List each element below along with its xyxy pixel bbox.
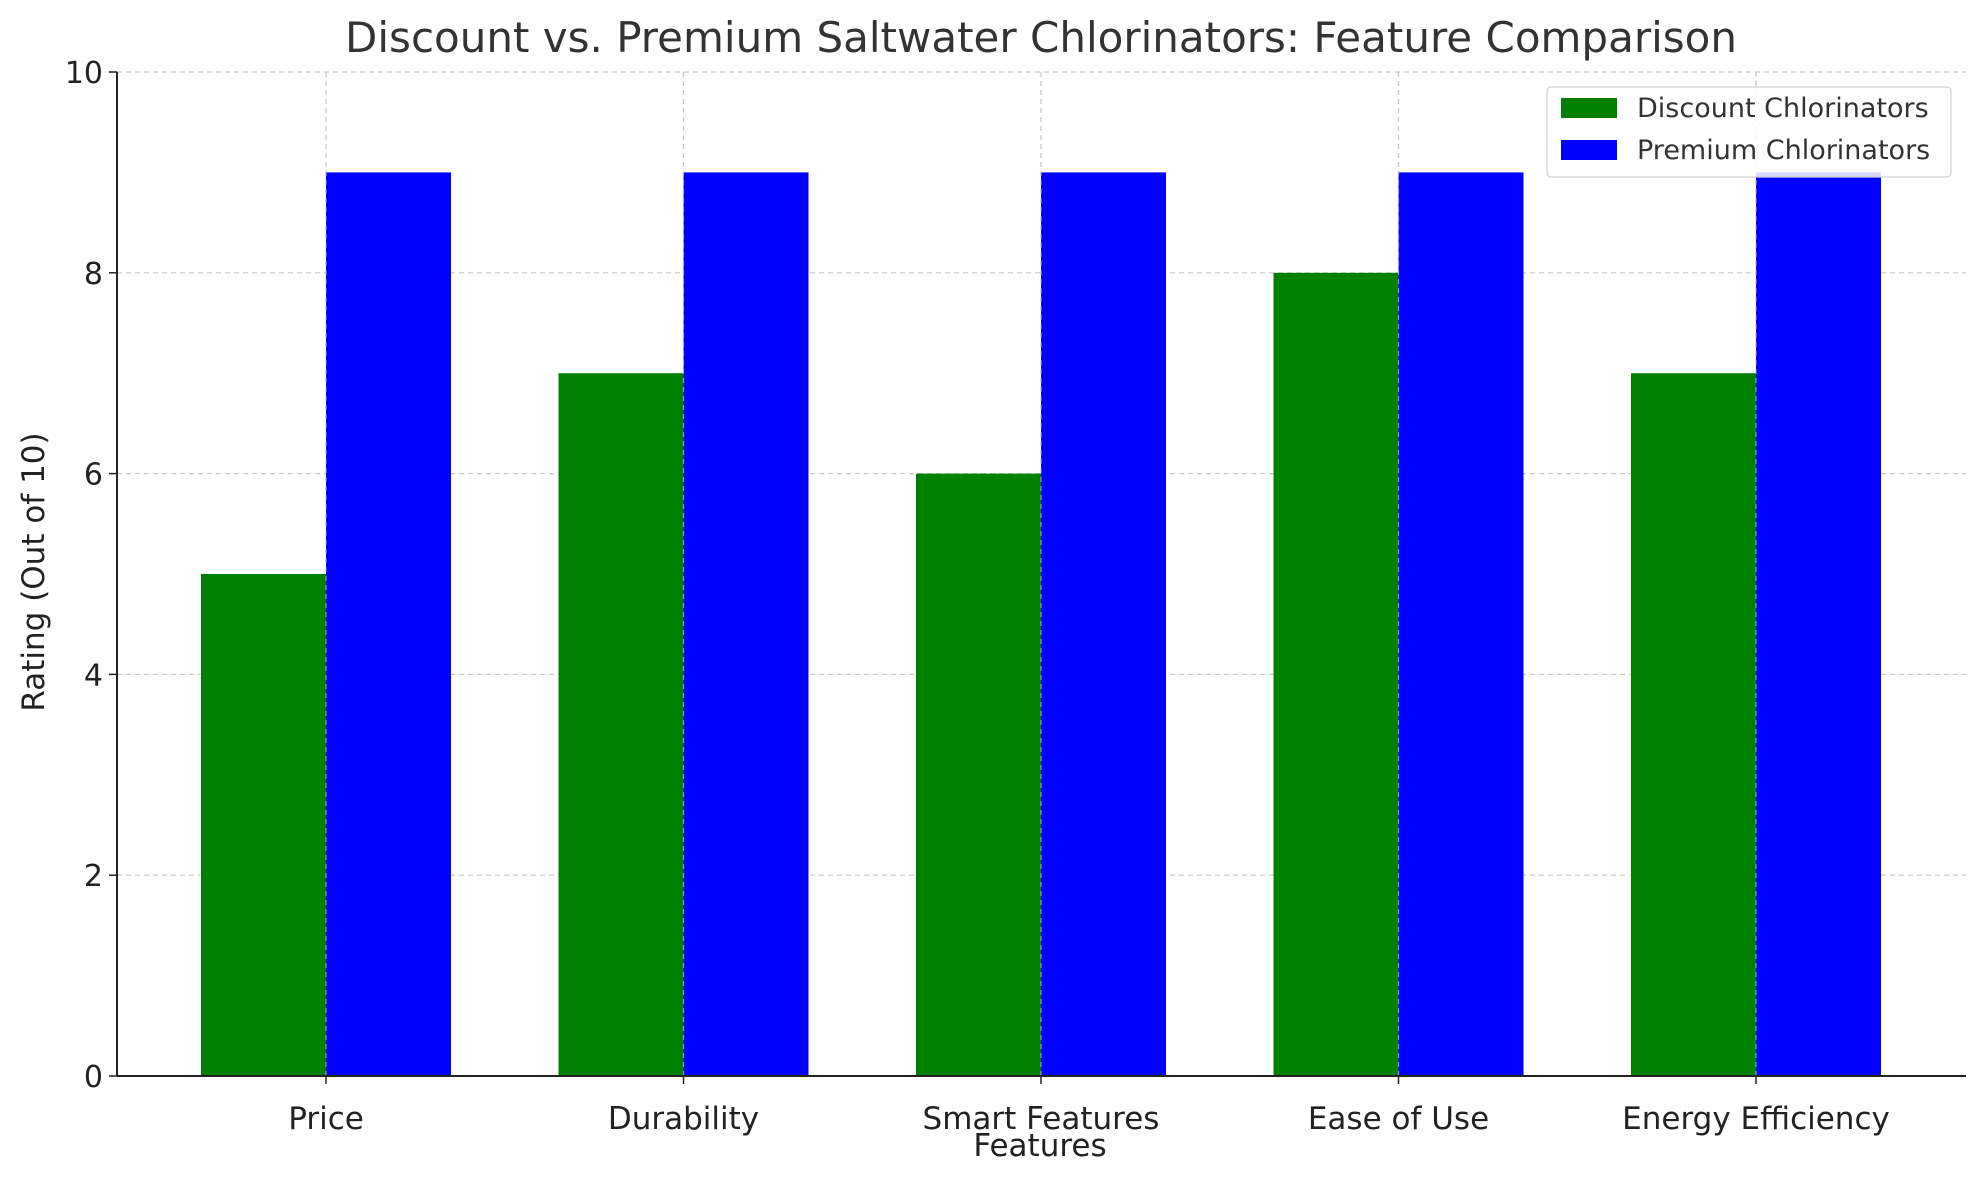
y-tick-label: 10 (65, 56, 103, 91)
bar-premium-2 (1041, 172, 1166, 1076)
bar-discount-3 (1273, 272, 1399, 1076)
legend-label-premium: Premium Chlorinators (1637, 135, 1930, 166)
chart-title: Discount vs. Premium Saltwater Chlorinat… (345, 13, 1737, 62)
y-axis-label: Rating (Out of 10) (16, 432, 52, 711)
legend-label-discount: Discount Chlorinators (1637, 93, 1929, 124)
bar-discount-2 (916, 473, 1041, 1077)
x-tick-label: Smart Features (923, 1101, 1160, 1137)
bar-discount-1 (558, 373, 684, 1076)
y-tick-label: 2 (84, 859, 103, 894)
axes (109, 71, 1966, 1084)
x-axis-label: Features (973, 1128, 1106, 1164)
x-tick-label: Durability (608, 1101, 759, 1137)
x-tick-label: Ease of Use (1308, 1101, 1489, 1137)
x-tick-label: Energy Efficiency (1622, 1101, 1890, 1137)
legend: Discount Chlorinators Premium Chlorinator… (1546, 86, 1952, 178)
y-tick-label: 0 (84, 1060, 103, 1095)
x-tick-label: Price (288, 1101, 364, 1137)
legend-swatch-premium (1561, 140, 1617, 160)
bar-discount-0 (201, 574, 326, 1076)
y-tick-label: 4 (84, 658, 103, 693)
legend-box (1546, 86, 1952, 178)
bar-premium-1 (683, 172, 809, 1076)
legend-swatch-discount (1561, 98, 1617, 118)
bar-discount-4 (1631, 373, 1756, 1076)
bar-premium-3 (1398, 172, 1524, 1076)
bars (201, 72, 1881, 1077)
y-tick-label: 8 (84, 257, 103, 292)
bar-premium-4 (1756, 172, 1881, 1076)
y-tick-label: 6 (84, 458, 103, 493)
tick-labels: 0 2 4 6 8 10 Price Durability Smart Features Ease… (65, 56, 1890, 1137)
bar-premium-0 (326, 172, 451, 1076)
